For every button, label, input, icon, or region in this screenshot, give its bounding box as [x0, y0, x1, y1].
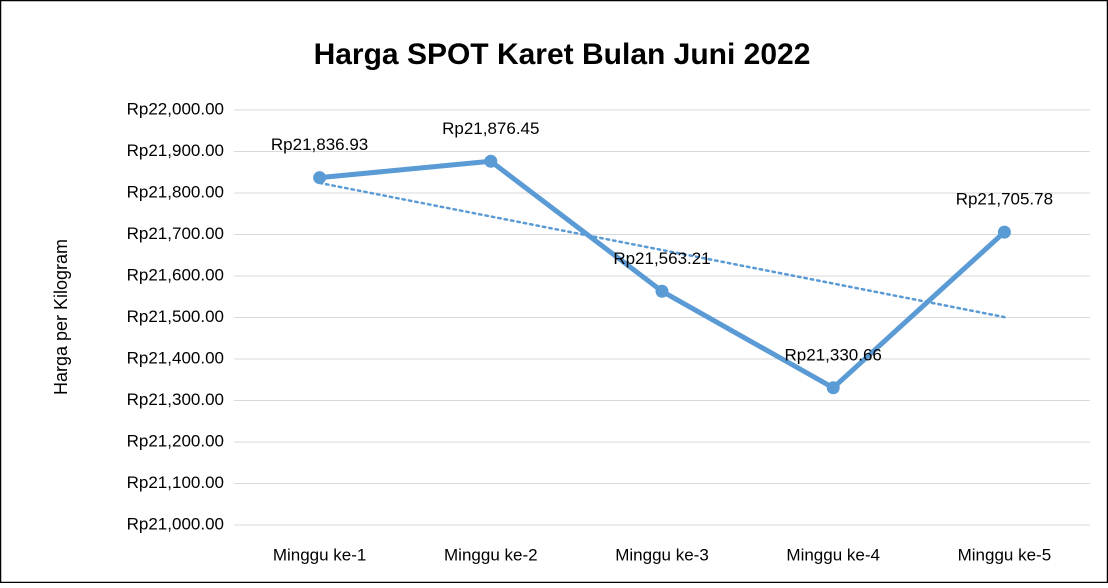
- x-tick-label: Minggu ke-2: [444, 545, 538, 564]
- x-tick-label: Minggu ke-3: [615, 545, 709, 564]
- y-tick-label: Rp21,600.00: [127, 265, 224, 284]
- y-tick-label: Rp21,400.00: [127, 348, 224, 367]
- x-tick-label: Minggu ke-1: [273, 545, 367, 564]
- y-tick-label: Rp22,000.00: [127, 99, 224, 118]
- data-label: Rp21,330.66: [785, 345, 882, 364]
- data-label: Rp21,563.21: [613, 249, 710, 268]
- y-axis-label: Harga per Kilogram: [51, 239, 71, 395]
- data-point: [655, 284, 669, 298]
- y-tick-label: Rp21,800.00: [127, 182, 224, 201]
- data-label: Rp21,876.45: [442, 119, 539, 138]
- y-tick-label: Rp21,300.00: [127, 390, 224, 409]
- y-tick-label: Rp21,700.00: [127, 224, 224, 243]
- x-tick-label: Minggu ke-4: [786, 545, 880, 564]
- data-point: [313, 171, 327, 185]
- data-point: [484, 154, 498, 168]
- y-tick-label: Rp21,000.00: [127, 514, 224, 533]
- x-tick-label: Minggu ke-5: [958, 545, 1052, 564]
- y-tick-label: Rp21,900.00: [127, 141, 224, 160]
- y-tick-label: Rp21,100.00: [127, 473, 224, 492]
- trendline: [318, 181, 1006, 319]
- y-tick-label: Rp21,500.00: [127, 307, 224, 326]
- data-point: [826, 381, 840, 395]
- chart-title: Harga SPOT Karet Bulan Juni 2022: [314, 38, 811, 71]
- y-tick-label: Rp21,200.00: [127, 431, 224, 450]
- data-label: Rp21,836.93: [271, 135, 368, 154]
- data-label: Rp21,705.78: [956, 190, 1053, 209]
- data-point: [997, 225, 1011, 239]
